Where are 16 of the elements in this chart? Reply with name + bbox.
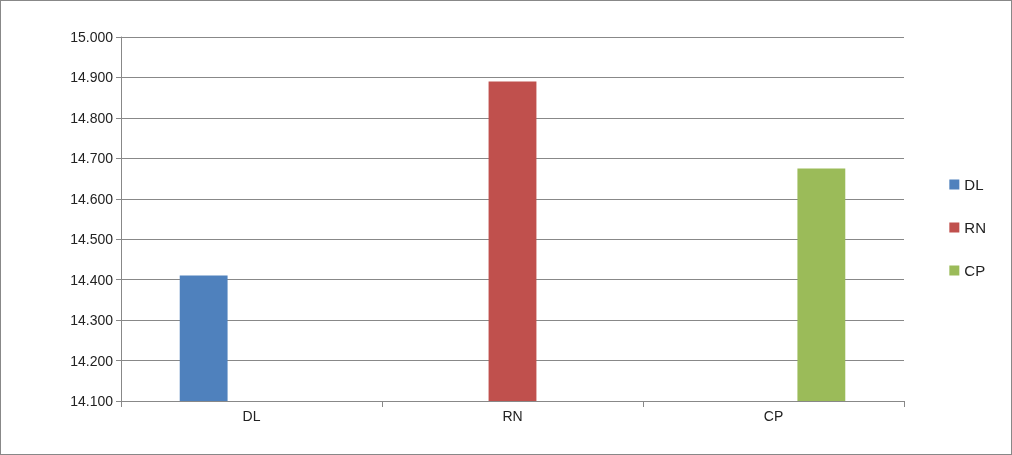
y-tick-label: 15.000 xyxy=(70,29,114,45)
legend-label: DL xyxy=(964,176,984,193)
x-tick-label: RN xyxy=(502,408,523,424)
legend-label: CP xyxy=(964,262,986,279)
y-tick-label: 14.300 xyxy=(70,312,114,329)
y-tick-label: 14.800 xyxy=(70,109,114,126)
legend-label: RN xyxy=(964,219,987,236)
x-tick-label: DL xyxy=(242,408,261,424)
y-tick-label: 14.500 xyxy=(70,231,114,248)
y-tick-label: 14.900 xyxy=(70,69,114,86)
y-tick-label: 14.200 xyxy=(70,352,114,369)
y-tick-label: 14.400 xyxy=(70,271,114,288)
x-tick-label: CP xyxy=(763,408,784,424)
y-tick-label: 14.600 xyxy=(70,190,114,207)
y-tick-label: 14.700 xyxy=(70,150,114,167)
y-tick-label: 14.100 xyxy=(70,393,114,409)
